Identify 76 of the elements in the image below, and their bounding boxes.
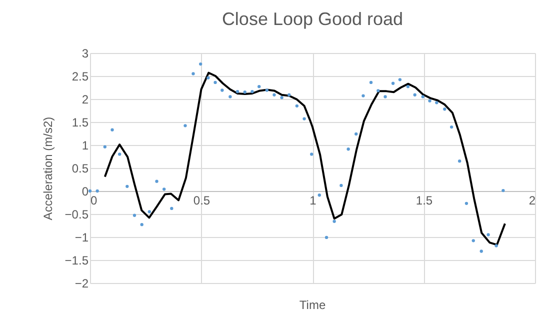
point	[428, 99, 432, 102]
y-tick-label: 2.5	[72, 70, 89, 84]
y-tick-label: −1	[74, 230, 89, 244]
point	[502, 188, 505, 192]
point	[295, 104, 299, 108]
point	[494, 244, 498, 248]
point	[140, 223, 144, 226]
x-tick-label: 0	[90, 194, 98, 208]
point	[480, 250, 483, 253]
y-tick-label: 2	[82, 92, 89, 106]
point	[346, 148, 350, 151]
point	[206, 76, 210, 80]
point	[280, 96, 284, 100]
point	[406, 85, 410, 88]
point	[384, 95, 387, 98]
y-tick-label: 3	[82, 46, 89, 60]
point	[228, 95, 232, 98]
x-tick-label: 1	[310, 194, 317, 208]
point	[170, 206, 174, 210]
x-tick-label: 0.5	[193, 194, 210, 208]
x-tick-label: 1.5	[416, 194, 433, 208]
point	[265, 88, 268, 92]
point	[126, 184, 129, 188]
point	[413, 93, 416, 96]
point	[362, 94, 365, 98]
point	[162, 188, 166, 191]
point	[96, 189, 99, 193]
point	[118, 152, 122, 156]
point	[155, 180, 158, 183]
y-tick-label: 0	[82, 184, 89, 198]
point	[458, 160, 462, 163]
point	[354, 132, 358, 136]
point	[103, 145, 106, 148]
point	[443, 108, 446, 111]
chart-title: Close Loop Good road	[222, 9, 404, 29]
point	[324, 236, 328, 240]
y-tick-label: −1.5	[64, 254, 89, 268]
x-tick-label: 2	[528, 194, 536, 208]
point	[184, 124, 187, 128]
y-tick-label: 1.5	[72, 116, 89, 130]
point	[272, 93, 276, 96]
point	[464, 202, 468, 205]
point	[250, 90, 254, 94]
point	[318, 194, 321, 197]
point	[332, 220, 336, 223]
x-axis-title: Time	[299, 298, 326, 312]
point	[398, 78, 402, 82]
point	[450, 125, 454, 129]
y-axis-title: Acceleration (m/s2)	[40, 116, 55, 220]
y-tick-label: −2	[74, 276, 89, 290]
point	[369, 80, 373, 84]
point	[472, 239, 475, 242]
point	[199, 62, 202, 66]
point	[243, 90, 246, 94]
point	[258, 85, 261, 88]
point	[288, 93, 291, 96]
point	[486, 233, 490, 236]
point	[236, 90, 240, 94]
point	[302, 117, 306, 120]
point	[310, 152, 314, 156]
point	[192, 72, 195, 76]
y-tick-label: 1	[82, 138, 89, 152]
line-series	[104, 72, 506, 246]
point	[132, 214, 136, 217]
point	[148, 210, 151, 214]
point	[88, 189, 92, 193]
y-tick-label: 0.5	[72, 162, 89, 176]
point	[214, 80, 217, 84]
point	[391, 82, 395, 85]
point	[421, 95, 424, 98]
point	[435, 101, 438, 104]
point	[220, 88, 224, 92]
y-tick-label: −0.5	[64, 208, 89, 222]
point	[110, 128, 114, 132]
point	[340, 184, 343, 188]
point	[376, 89, 380, 92]
